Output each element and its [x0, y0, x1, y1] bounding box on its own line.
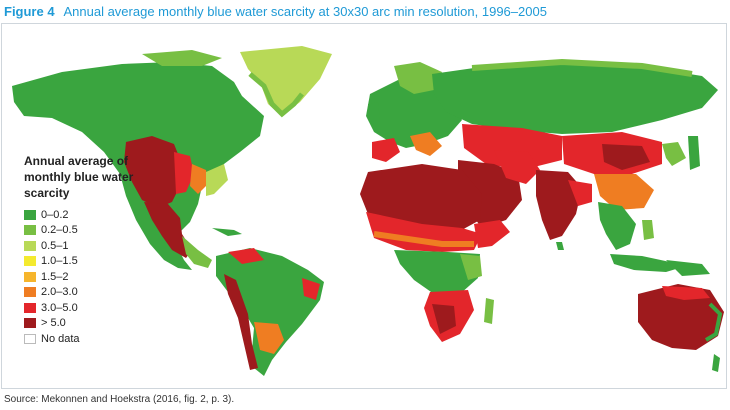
new-guinea	[666, 260, 710, 276]
legend-item: 3.0–5.0	[24, 300, 174, 316]
greenland-coast	[248, 72, 304, 118]
legend-label: 1.0–1.5	[41, 255, 78, 268]
legend-label: 2.0–3.0	[41, 286, 78, 299]
japan	[688, 136, 700, 170]
southern-africa-core	[432, 304, 456, 334]
australia-east-coast	[704, 302, 723, 342]
central-america	[182, 236, 212, 268]
legend-label: 0.5–1	[41, 239, 69, 252]
madagascar	[484, 298, 494, 324]
legend-item: 0.2–0.5	[24, 223, 174, 239]
south-america	[216, 248, 324, 376]
russia	[432, 64, 718, 134]
legend-item: > 5.0	[24, 316, 174, 332]
australia-north	[662, 286, 710, 300]
russia-north-coast	[471, 58, 693, 77]
legend-item: 1.0–1.5	[24, 254, 174, 270]
china-south	[594, 174, 654, 210]
argentina	[254, 322, 284, 354]
legend-swatch	[24, 209, 36, 220]
legend-swatch	[24, 271, 36, 282]
source-note: Source: Mekonnen and Hoekstra (2016, fig…	[4, 394, 235, 405]
australia	[638, 284, 724, 350]
uk	[368, 102, 380, 122]
philippines	[642, 220, 654, 240]
legend-label: 3.0–5.0	[41, 301, 78, 314]
indonesia	[610, 254, 686, 272]
legend-label: 0.2–0.5	[41, 224, 78, 237]
map-frame: Annual average of monthly blue water sca…	[1, 23, 727, 389]
legend-title: Annual average of monthly blue water sca…	[24, 154, 134, 200]
brazil-ne-scarcity	[302, 278, 320, 300]
africa-north-sahara	[360, 164, 482, 234]
china-scarcity-core	[602, 144, 650, 170]
venezuela	[228, 248, 264, 264]
us-east	[206, 164, 228, 196]
horn-of-africa	[474, 220, 510, 248]
india	[536, 170, 582, 240]
andes-scarcity	[224, 274, 258, 370]
legend-swatch	[24, 318, 36, 329]
legend-swatch	[24, 287, 36, 298]
legend-items: 0–0.2 0.2–0.5 0.5–1 1.0–1.5 1.5–2 2.0–3.0 3.0–…	[24, 207, 174, 347]
iran	[494, 150, 540, 184]
central-africa	[394, 250, 480, 294]
legend-swatch	[24, 240, 36, 251]
legend-item: No data	[24, 331, 174, 347]
legend-item: 2.0–3.0	[24, 285, 174, 301]
legend-item: 0–0.2	[24, 207, 174, 223]
figure-title: Annual average monthly blue water scarci…	[63, 4, 547, 19]
figure-label: Figure 4	[4, 4, 55, 19]
legend-item: 0.5–1	[24, 238, 174, 254]
us-west-scarcity	[124, 136, 182, 208]
us-midwest	[190, 164, 208, 194]
legend-label: > 5.0	[41, 317, 66, 330]
legend-item: 1.5–2	[24, 269, 174, 285]
caribbean-islands	[212, 228, 242, 236]
legend-label: 1.5–2	[41, 270, 69, 283]
us-great-plains	[174, 152, 194, 194]
legend-swatch	[24, 302, 36, 313]
italy-balkans	[410, 132, 442, 156]
india-east	[568, 180, 592, 206]
legend-label: 0–0.2	[41, 208, 69, 221]
legend-label: No data	[41, 332, 80, 345]
legend-swatch	[24, 333, 36, 344]
legend: Annual average of monthly blue water sca…	[24, 153, 174, 347]
figure-header: Figure 4 Annual average monthly blue wat…	[4, 2, 726, 22]
southeast-asia	[598, 202, 636, 250]
iberia	[372, 138, 400, 162]
mexico	[144, 202, 192, 258]
legend-swatch	[24, 256, 36, 267]
greenland	[240, 46, 332, 116]
sri-lanka	[556, 242, 564, 250]
world-map	[12, 46, 724, 376]
sahel-orange-band	[373, 231, 474, 247]
new-zealand	[712, 354, 720, 372]
central-asia	[462, 124, 562, 170]
east-africa	[460, 254, 482, 280]
legend-swatch	[24, 225, 36, 236]
scandinavia	[394, 62, 442, 94]
canada-arctic-isles	[142, 50, 222, 66]
korea-japan	[662, 142, 686, 166]
